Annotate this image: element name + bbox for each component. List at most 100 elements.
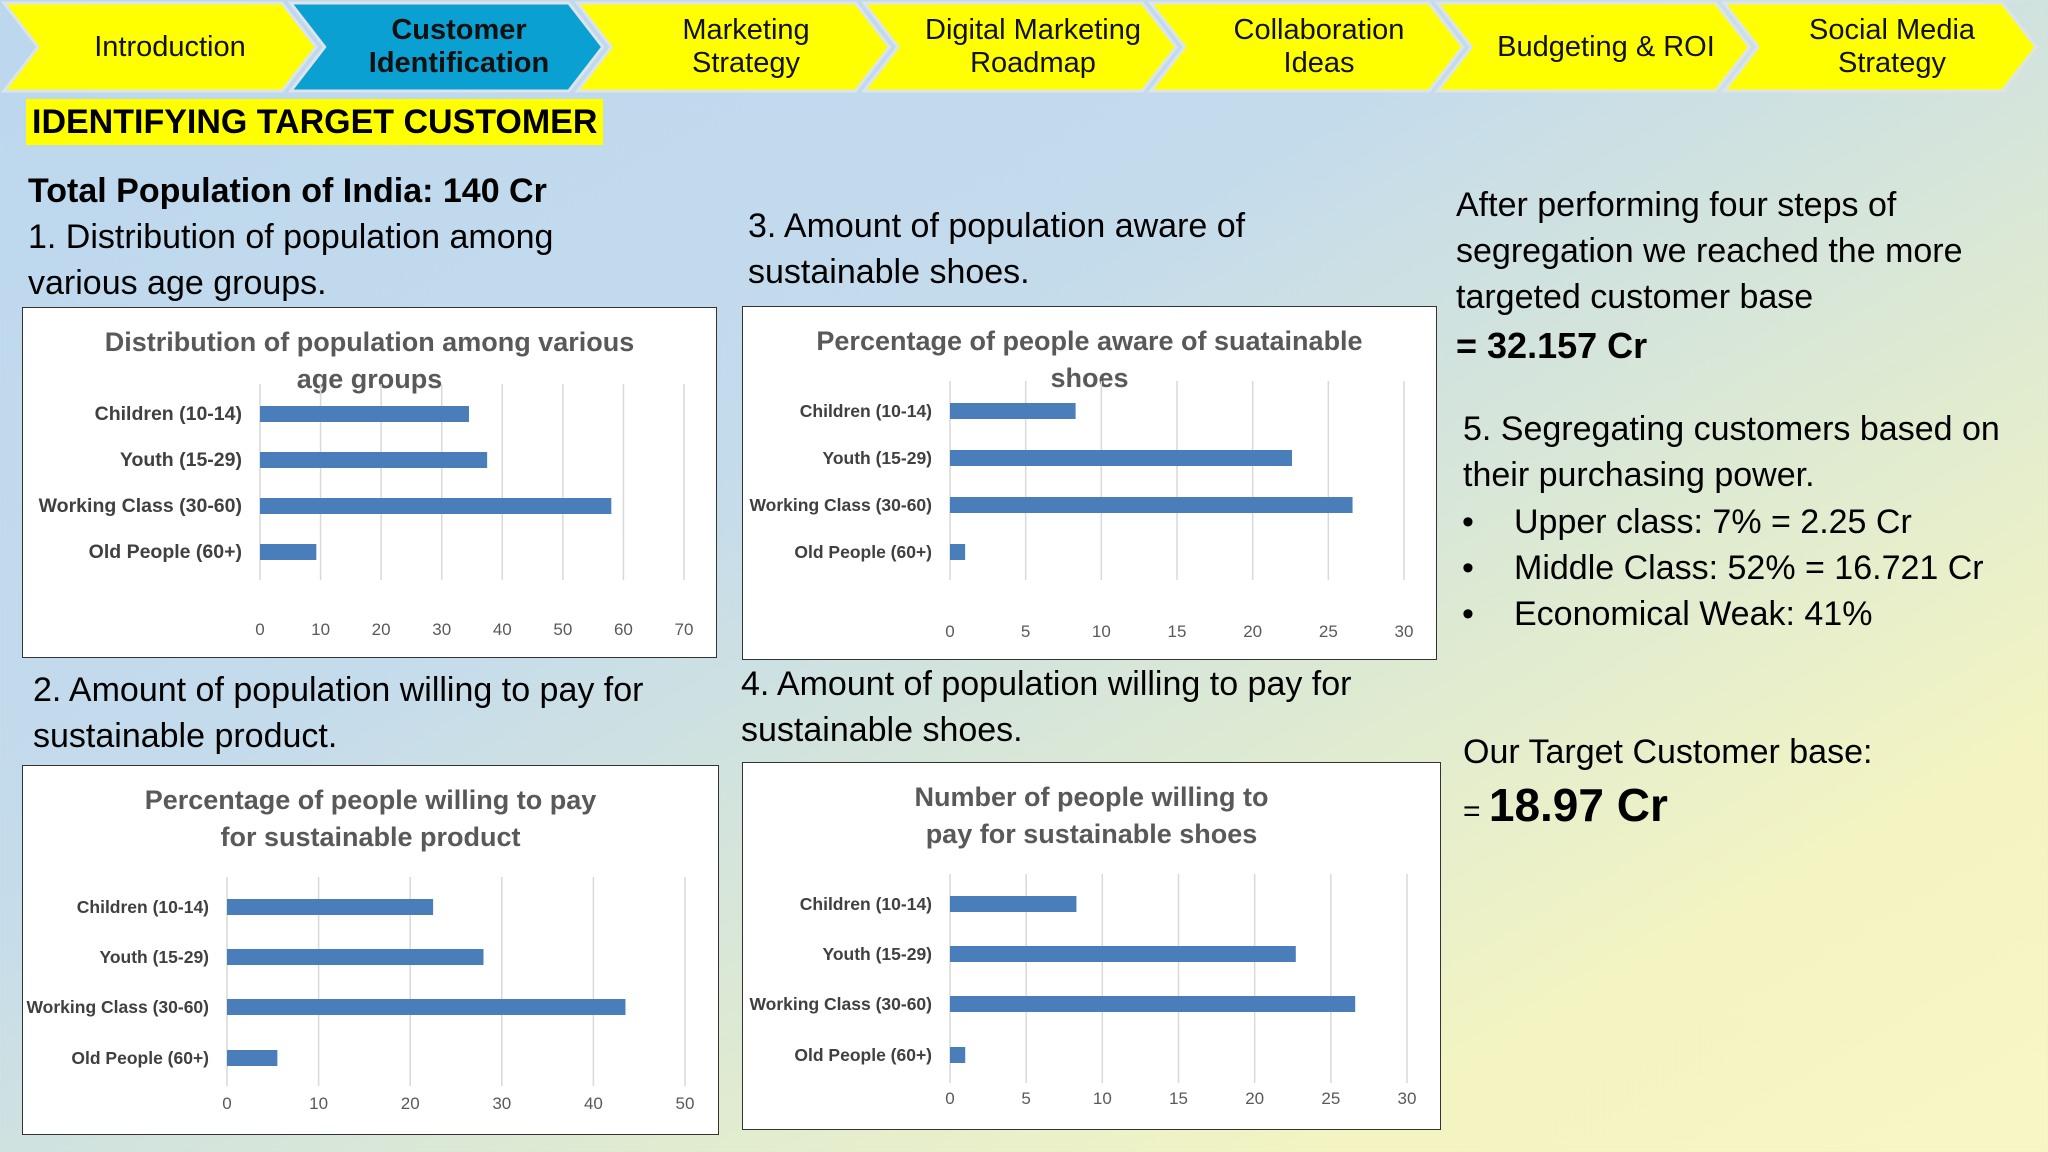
category-label: Youth (15-29)	[822, 448, 932, 468]
category-label: Working Class (30-60)	[26, 997, 209, 1017]
tab-introduction[interactable]: Introduction	[94, 30, 246, 63]
nav-chevron-shape	[1434, 1, 1752, 93]
bar	[950, 1047, 966, 1063]
tab-marketing-strategy[interactable]: Marketing Strategy	[682, 14, 810, 79]
chart-aware-shoes: Percentage of people aware of suatainabl…	[742, 306, 1437, 660]
target-label: Our Target Customer base:	[1463, 733, 1873, 771]
x-tick-label: 30	[1395, 622, 1414, 641]
process-nav: Introduction Customer Identification Mar…	[0, 0, 2048, 94]
nav-chevron-shape	[574, 1, 892, 93]
tab-customer-identification[interactable]: Customer Identification	[368, 14, 550, 79]
bar	[260, 544, 317, 560]
tab-collaboration-ideas[interactable]: Collaboration Ideas	[1233, 14, 1405, 79]
x-tick-label: 15	[1169, 1089, 1188, 1108]
summary-result: = 32.157 Cr	[1456, 325, 1648, 366]
x-tick-label: 40	[493, 620, 512, 639]
x-tick-label: 5	[1021, 1089, 1030, 1108]
bar	[950, 896, 1077, 912]
summary-text: After performing four steps of segregati…	[1456, 186, 1963, 316]
chart-age-distribution: Distribution of population among various…	[22, 307, 717, 658]
x-tick-label: 10	[309, 1094, 328, 1113]
category-label: Youth (15-29)	[99, 947, 209, 967]
chart-willing-pay-shoes-title: Number of people willing to pay for sust…	[914, 782, 1269, 849]
bar	[227, 999, 626, 1015]
bar	[260, 406, 469, 422]
category-label: Children (10-14)	[77, 897, 209, 917]
nav-chevron-shape	[1147, 1, 1465, 93]
total-population: Total Population of India: 140 Cr	[28, 172, 547, 210]
x-tick-label: 50	[676, 1094, 695, 1113]
section-heading: IDENTIFYING TARGET CUSTOMER	[26, 99, 604, 145]
x-tick-label: 20	[372, 620, 391, 639]
bar	[260, 498, 612, 514]
nav-chevron-shape	[1721, 1, 2039, 93]
x-tick-label: 0	[945, 622, 954, 641]
x-tick-label: 70	[675, 620, 694, 639]
bar	[950, 403, 1076, 419]
bar	[950, 544, 966, 560]
category-label: Working Class (30-60)	[749, 994, 932, 1014]
list-item: • Middle Class: 52% = 16.721 Cr	[1462, 545, 1984, 591]
list-item: • Economical Weak: 41%	[1462, 591, 1984, 637]
bar	[950, 996, 1356, 1012]
step-3-text: 3. Amount of population aware of sustain…	[748, 207, 1246, 291]
x-tick-label: 10	[311, 620, 330, 639]
category-label: Youth (15-29)	[822, 944, 932, 964]
category-label: Old People (60+)	[794, 1045, 932, 1065]
x-tick-label: 0	[222, 1094, 231, 1113]
chart-willing-pay-product-title: Percentage of people willing to pay for …	[144, 785, 597, 852]
step-2-text: 2. Amount of population willing to pay f…	[33, 671, 644, 755]
nav-chevron-shape	[861, 1, 1178, 93]
x-tick-label: 25	[1319, 622, 1338, 641]
x-tick-label: 10	[1092, 622, 1111, 641]
category-label: Working Class (30-60)	[749, 495, 932, 515]
target-value: 18.97 Cr	[1488, 779, 1668, 831]
nav-chevron-shape	[287, 1, 605, 93]
nav-chevron-shape	[0, 1, 318, 93]
category-label: Children (10-14)	[800, 894, 932, 914]
x-tick-label: 50	[553, 620, 572, 639]
bar	[227, 899, 434, 915]
category-label: Children (10-14)	[95, 403, 242, 425]
chart-willing-pay-product-plot: 0 10 20 30 40 50 Children (10-14) Youth (15-29)…	[26, 877, 695, 1113]
bullet-upper-class: Upper class: 7% = 2.25 Cr	[1514, 503, 1912, 541]
chart-willing-pay-shoes-plot: 0 5 10 15 20 25 30 Children (10-14) Youth (15-29…	[749, 874, 1417, 1108]
x-tick-label: 20	[1245, 1089, 1264, 1108]
x-tick-label: 10	[1093, 1089, 1112, 1108]
bar	[950, 450, 1293, 466]
bullet-glyph: •	[1462, 503, 1474, 541]
x-tick-label: 30	[492, 1094, 511, 1113]
category-label: Children (10-14)	[800, 401, 932, 421]
bar	[260, 452, 488, 468]
category-label: Old People (60+)	[89, 541, 242, 563]
x-tick-label: 0	[255, 620, 264, 639]
x-tick-label: 25	[1321, 1089, 1340, 1108]
bar	[950, 497, 1353, 513]
x-tick-label: 40	[584, 1094, 603, 1113]
target-prefix: =	[1463, 795, 1489, 828]
tab-budgeting-roi[interactable]: Budgeting & ROI	[1497, 30, 1715, 63]
category-label: Old People (60+)	[794, 542, 932, 562]
chart-willing-pay-product: Percentage of people willing to pay for …	[22, 765, 719, 1135]
bullet-glyph: •	[1462, 549, 1474, 587]
x-tick-label: 0	[945, 1089, 954, 1108]
x-tick-label: 30	[432, 620, 451, 639]
nav-chevrons	[0, 1, 2039, 93]
x-tick-label: 5	[1021, 622, 1030, 641]
bullet-middle-class: Middle Class: 52% = 16.721 Cr	[1514, 549, 1984, 587]
bullet-economical-weak: Economical Weak: 41%	[1514, 595, 1873, 633]
bar	[227, 1050, 278, 1066]
bar	[227, 949, 484, 965]
x-tick-label: 20	[401, 1094, 420, 1113]
bar	[950, 946, 1296, 962]
category-label: Old People (60+)	[71, 1048, 209, 1068]
x-tick-label: 20	[1243, 622, 1262, 641]
tab-social-media-strategy[interactable]: Social Media Strategy	[1808, 14, 1976, 79]
x-tick-label: 30	[1398, 1089, 1417, 1108]
tab-digital-marketing-roadmap[interactable]: Digital Marketing Roadmap	[925, 14, 1141, 79]
target-value-line: = 18.97 Cr	[1463, 779, 1668, 838]
step-5-text: 5. Segregating customers based on their …	[1463, 410, 2000, 494]
x-tick-label: 60	[614, 620, 633, 639]
chart-aware-shoes-plot: 0 5 10 15 20 25 30 Children (10-14) Youth (15-29…	[749, 381, 1414, 641]
chart-age-distribution-title: Distribution of population among various…	[104, 327, 635, 394]
